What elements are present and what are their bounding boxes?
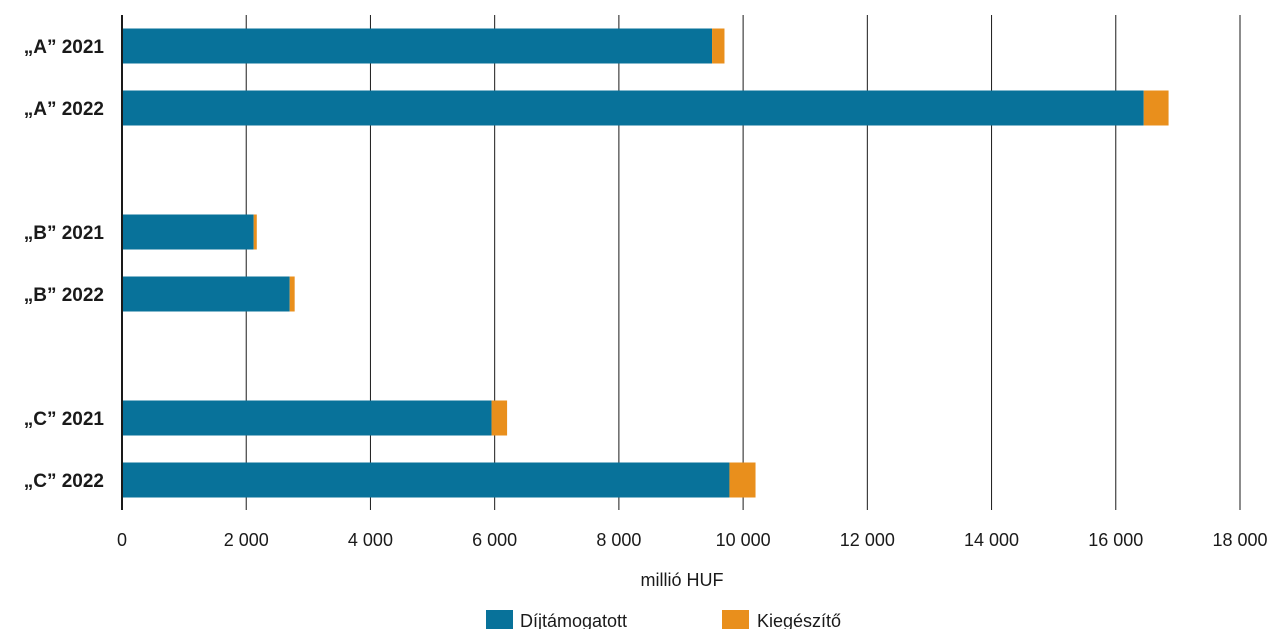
bars bbox=[122, 28, 1169, 498]
x-tick-label-14000: 14 000 bbox=[964, 530, 1019, 550]
bar-dijtamogatott-5 bbox=[122, 462, 730, 498]
x-tick-label-6000: 6 000 bbox=[472, 530, 517, 550]
x-tick-label-16000: 16 000 bbox=[1088, 530, 1143, 550]
gridlines bbox=[245, 15, 1241, 510]
bar-dijtamogatott-1 bbox=[122, 90, 1144, 126]
x-tick-label-4000: 4 000 bbox=[348, 530, 393, 550]
bar-kiegeszito-4 bbox=[491, 400, 508, 436]
legend-swatch-kiegeszito bbox=[722, 610, 749, 629]
x-tick-label-18000: 18 000 bbox=[1212, 530, 1267, 550]
legend: Díjtámogatott Kiegészítő bbox=[486, 610, 841, 629]
bar-kiegeszito-5 bbox=[729, 462, 756, 498]
category-label-3: „B” 2022 bbox=[24, 285, 104, 306]
bar-dijtamogatott-4 bbox=[122, 400, 492, 436]
category-labels: „A” 2021 „A” 2022 „B” 2021 „B” 2022 „C” 2021… bbox=[24, 37, 105, 492]
x-tick-label-10000: 10 000 bbox=[716, 530, 771, 550]
category-label-2: „B” 2021 bbox=[24, 223, 105, 244]
bar-kiegeszito-2 bbox=[253, 214, 257, 250]
bar-dijtamogatott-3 bbox=[122, 276, 290, 312]
bar-dijtamogatott-0 bbox=[122, 28, 713, 64]
legend-swatch-dijtamogatott bbox=[486, 610, 513, 629]
bar-kiegeszito-1 bbox=[1143, 90, 1169, 126]
x-tick-label-8000: 8 000 bbox=[596, 530, 641, 550]
category-label-4: „C” 2021 bbox=[24, 409, 105, 430]
category-label-0: „A” 2021 bbox=[24, 37, 105, 58]
x-tick-label-2000: 2 000 bbox=[224, 530, 269, 550]
legend-label-kiegeszito: Kiegészítő bbox=[757, 611, 841, 629]
x-tick-label-0: 0 bbox=[117, 530, 127, 550]
bar-dijtamogatott-2 bbox=[122, 214, 254, 250]
x-axis-title: millió HUF bbox=[641, 570, 724, 590]
x-tick-labels: 0 2 000 4 000 6 000 8 000 10 000 12 000 14 000 1… bbox=[117, 530, 1268, 550]
legend-label-dijtamogatott: Díjtámogatott bbox=[520, 611, 627, 629]
bar-kiegeszito-3 bbox=[289, 276, 295, 312]
bar-kiegeszito-0 bbox=[712, 28, 725, 64]
category-label-5: „C” 2022 bbox=[24, 471, 104, 492]
category-label-1: „A” 2022 bbox=[24, 99, 104, 120]
x-tick-label-12000: 12 000 bbox=[840, 530, 895, 550]
